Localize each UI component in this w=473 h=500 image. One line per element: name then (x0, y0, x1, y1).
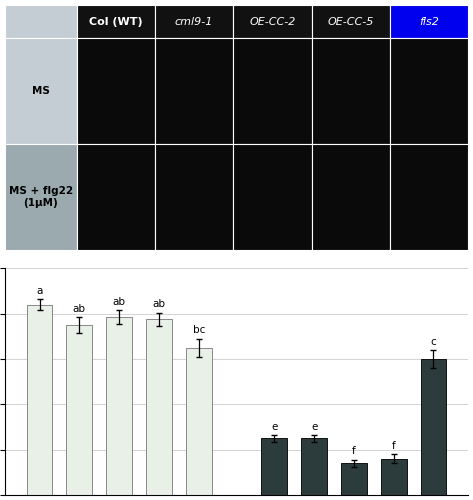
Bar (262, 438, 287, 495)
Bar (146, 320, 172, 495)
Text: cml9-1: cml9-1 (175, 16, 213, 26)
Text: MS: MS (32, 86, 50, 96)
Bar (233, 38, 312, 144)
Text: c: c (430, 336, 436, 346)
Bar (106, 317, 132, 495)
Bar (77, 38, 155, 144)
Bar (155, 5, 233, 38)
Bar (66, 325, 92, 495)
Text: MS + flg22
(1μM): MS + flg22 (1μM) (9, 186, 73, 208)
Bar (312, 38, 390, 144)
Bar (301, 438, 327, 495)
Bar (381, 459, 407, 495)
Text: e: e (271, 422, 278, 432)
Bar (390, 38, 468, 144)
Text: fls2: fls2 (419, 16, 439, 26)
Bar (390, 5, 468, 38)
Bar (77, 144, 155, 250)
Text: f: f (392, 441, 395, 451)
Bar (312, 5, 390, 38)
Bar (312, 144, 390, 250)
Text: e: e (311, 422, 317, 432)
Bar (5, 38, 77, 144)
Text: OE-CC-5: OE-CC-5 (328, 16, 374, 26)
Text: ab: ab (152, 300, 166, 310)
Text: ab: ab (113, 297, 126, 307)
Bar (390, 144, 468, 250)
Bar (233, 5, 312, 38)
Bar (233, 144, 312, 250)
Bar (420, 359, 447, 495)
Bar (155, 38, 233, 144)
Text: OE-CC-2: OE-CC-2 (249, 16, 296, 26)
Bar (341, 464, 367, 495)
Text: bc: bc (193, 326, 205, 336)
Text: A: A (2, 0, 15, 2)
Text: Col (WT): Col (WT) (89, 16, 142, 26)
Bar (5, 144, 77, 250)
Bar (186, 348, 211, 495)
Text: a: a (36, 286, 43, 296)
Text: f: f (352, 446, 356, 456)
Bar (155, 144, 233, 250)
Bar (5, 5, 77, 38)
Bar (26, 304, 53, 495)
Bar (77, 5, 155, 38)
Text: ab: ab (73, 304, 86, 314)
